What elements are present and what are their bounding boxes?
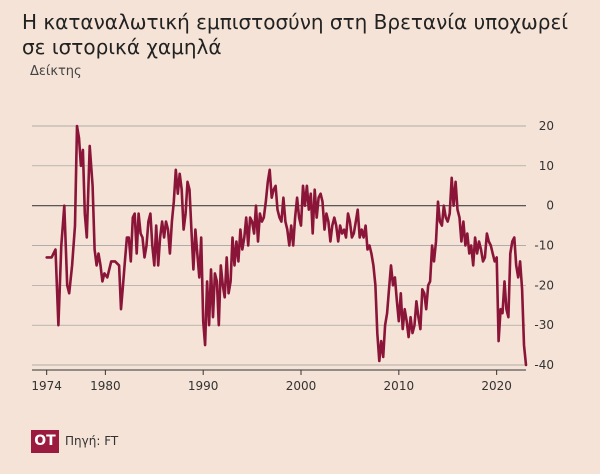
y-axis-label: Δείκτης [30,64,82,79]
x-axis [32,369,526,375]
source-label: Πηγή: FT [65,434,119,448]
chart-title: Η καταναλωτική εμπιστοσύνη στη Βρετανία … [22,10,569,59]
grid [32,125,526,366]
y-tick-label: -40 [534,358,554,372]
x-tick-label: 1990 [188,379,219,393]
x-tick-label: 1974 [31,379,62,393]
y-tick-label: -30 [534,318,554,332]
x-tick-label: 2010 [384,379,415,393]
x-tick-labels: 1974 1980 1990 2000 2010 2020 [31,379,512,393]
y-tick-label: 20 [539,119,554,133]
x-tick-label: 1980 [90,379,121,393]
x-tick-label: 2020 [481,379,512,393]
y-tick-label: -10 [534,239,554,253]
x-tick-label: 2000 [286,379,317,393]
y-tick-label: 0 [546,199,554,213]
y-tick-labels: 20 10 0 -10 -20 -30 -40 [534,119,554,372]
ot-logo: OT [31,430,59,453]
y-tick-label: 10 [539,159,554,173]
y-tick-label: -20 [534,278,554,292]
series-line [45,124,528,367]
